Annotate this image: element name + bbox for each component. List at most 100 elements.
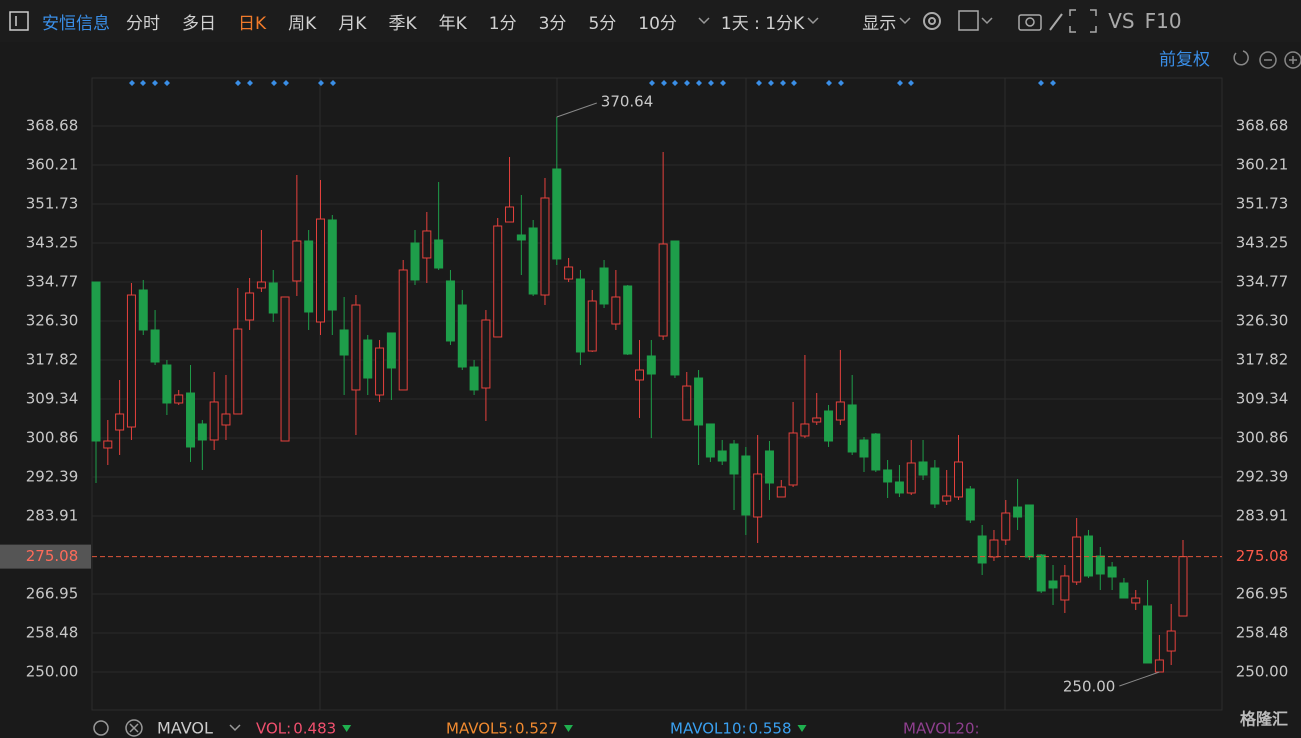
toolbar: 安恒信息 分时 多日 日K 周K 月K 季K 年K 1分 3分 5分 10分 1天 : 1分K 显示… bbox=[0, 0, 1301, 43]
candle-body bbox=[528, 227, 538, 295]
y-tick-label-right: 250.00 bbox=[1236, 662, 1289, 680]
candle-body bbox=[847, 404, 857, 453]
candle-body bbox=[564, 266, 574, 280]
candle-body bbox=[126, 294, 136, 428]
y-tick-label-right: 292.39 bbox=[1236, 467, 1289, 485]
candle-body bbox=[965, 488, 975, 521]
y-tick-label: 317.82 bbox=[26, 350, 79, 368]
zoom-icons[interactable] bbox=[1233, 50, 1301, 69]
candle-body bbox=[233, 328, 243, 415]
period-tab[interactable]: 年K bbox=[438, 13, 467, 34]
indicator-value: 0.483 bbox=[293, 720, 336, 738]
candle-body bbox=[575, 278, 585, 353]
last-price-box-right bbox=[1223, 544, 1301, 569]
candle-body bbox=[410, 242, 420, 281]
indicator-name[interactable]: MAVOL bbox=[157, 719, 213, 738]
y-tick-label-right: 343.25 bbox=[1236, 233, 1289, 251]
candle-body bbox=[505, 206, 515, 223]
candle-body bbox=[871, 433, 881, 471]
volume-legend: MAVOL bbox=[93, 719, 241, 738]
last-price-label: 275.08 bbox=[26, 547, 79, 565]
y-tick-label-right: 309.34 bbox=[1236, 389, 1289, 407]
y-tick-label: 360.21 bbox=[26, 155, 79, 173]
y-tick-label: 368.68 bbox=[26, 116, 79, 134]
interval[interactable]: 1天 : 1分K bbox=[720, 13, 805, 34]
watermark: 格隆汇 bbox=[1240, 710, 1288, 729]
period-tab[interactable]: 多日 bbox=[182, 13, 216, 34]
candle-body bbox=[434, 239, 444, 269]
candle-body bbox=[540, 197, 550, 296]
close-icon[interactable] bbox=[125, 719, 143, 737]
candle-body bbox=[516, 234, 526, 241]
indicator-label: MAVOL10: bbox=[670, 720, 747, 738]
candle-body bbox=[1060, 575, 1070, 601]
candle-body bbox=[835, 401, 845, 421]
candle-body bbox=[812, 417, 822, 423]
menu-icon[interactable] bbox=[6, 6, 36, 36]
candle-body bbox=[363, 339, 373, 379]
candle-body bbox=[599, 267, 609, 305]
candle-body bbox=[221, 413, 231, 426]
y-tick-label-right: 266.95 bbox=[1236, 585, 1289, 603]
period-tab[interactable]: 月K bbox=[338, 13, 367, 34]
period-tab[interactable]: 1分 bbox=[488, 13, 517, 34]
candle-body bbox=[375, 347, 385, 396]
more-icon[interactable] bbox=[693, 6, 715, 36]
period-tab[interactable]: 10分 bbox=[638, 13, 677, 34]
y-tick-label-right: 258.48 bbox=[1236, 623, 1289, 641]
y-tick-label: 266.95 bbox=[26, 585, 79, 603]
period-tab[interactable]: 5分 bbox=[588, 13, 617, 34]
y-tick-label: 283.91 bbox=[26, 506, 79, 524]
y-tick-label-right: 368.68 bbox=[1236, 116, 1289, 134]
tool-link[interactable]: VS bbox=[1108, 9, 1135, 33]
y-tick-label-right: 317.82 bbox=[1236, 350, 1289, 368]
candle-body bbox=[245, 292, 255, 321]
candle-body bbox=[859, 439, 869, 458]
candle-body bbox=[788, 432, 798, 486]
candle-body bbox=[209, 401, 219, 441]
candle-body bbox=[824, 410, 834, 442]
candle-body bbox=[658, 243, 668, 337]
display-menu[interactable]: 显示 bbox=[862, 13, 897, 34]
fullscreen-icon[interactable] bbox=[1066, 6, 1100, 36]
candle-body bbox=[776, 486, 786, 498]
settings-icon[interactable] bbox=[93, 720, 109, 736]
y-tick-label-right: 334.77 bbox=[1236, 272, 1289, 290]
candle-body bbox=[1154, 659, 1164, 673]
period-tabs: 分时 多日 日K 周K 月K 季K 年K 1分 3分 5分 10分 bbox=[126, 9, 693, 34]
candle-body bbox=[883, 469, 893, 483]
y-tick-label: 300.86 bbox=[26, 429, 79, 447]
last-price-box bbox=[0, 544, 91, 569]
candle-body bbox=[304, 240, 314, 313]
candle-body bbox=[1083, 535, 1093, 577]
candle-body bbox=[386, 332, 396, 369]
candle-body bbox=[339, 329, 349, 356]
candle-body bbox=[1072, 536, 1082, 583]
candle-body bbox=[103, 440, 113, 449]
candle-body bbox=[670, 240, 680, 376]
y-tick-label: 309.34 bbox=[26, 389, 79, 407]
chart: 前复权 MAVOL 格隆汇 250.00 250.00 258.48 258.48 26… bbox=[0, 42, 1301, 738]
trend-arrow bbox=[342, 725, 352, 732]
candle-body bbox=[115, 413, 125, 431]
tool-icons[interactable] bbox=[896, 6, 1066, 36]
candle-body bbox=[800, 423, 810, 437]
stock-name[interactable]: 安恒信息 bbox=[42, 13, 110, 34]
interval-icon[interactable] bbox=[804, 6, 824, 36]
candle-body bbox=[469, 366, 479, 391]
max-annotation: 370.64 bbox=[601, 92, 654, 110]
adjust-mode[interactable]: 前复权 bbox=[1159, 50, 1210, 70]
candle-body bbox=[1143, 605, 1153, 664]
candle-body bbox=[351, 304, 361, 391]
tool-link[interactable]: F10 bbox=[1144, 9, 1182, 33]
period-tab[interactable]: 季K bbox=[388, 13, 417, 34]
period-tab[interactable]: 分时 bbox=[126, 13, 160, 34]
period-tab[interactable]: 周K bbox=[288, 13, 317, 34]
candle-body bbox=[1024, 504, 1034, 558]
annotation-leader bbox=[556, 102, 597, 118]
min-annotation: 250.00 bbox=[1063, 677, 1116, 695]
y-tick-label: 258.48 bbox=[26, 623, 79, 641]
candles bbox=[91, 116, 1188, 673]
period-tab[interactable]: 3分 bbox=[538, 13, 567, 34]
period-tab[interactable]: 日K bbox=[238, 13, 267, 34]
